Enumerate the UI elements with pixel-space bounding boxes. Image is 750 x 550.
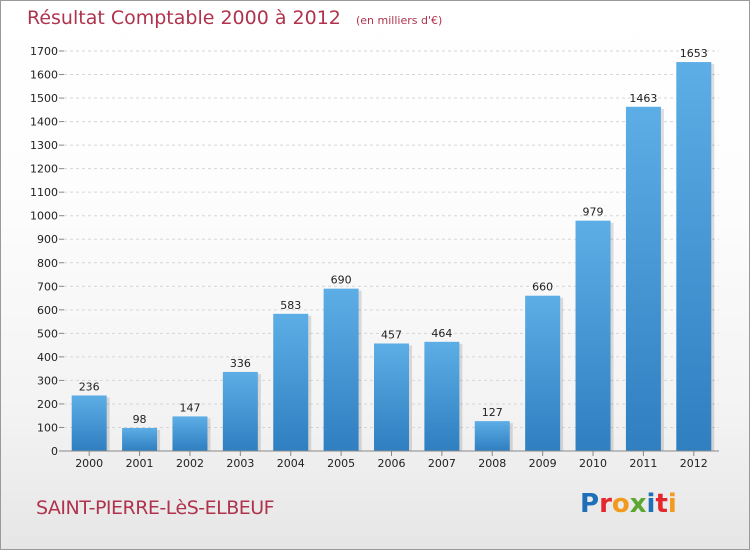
value-label: 236 (79, 380, 100, 393)
x-tick-label: 2004 (277, 457, 305, 470)
bar (625, 106, 661, 451)
bar (172, 416, 208, 451)
x-tick-label: 2007 (428, 457, 456, 470)
x-tick-label: 2002 (176, 457, 204, 470)
y-tick-label: 300 (37, 374, 58, 387)
bar (222, 371, 258, 451)
value-label: 979 (583, 206, 604, 219)
y-tick-label: 100 (37, 421, 58, 434)
logo-letter: t (655, 489, 668, 519)
bar (71, 395, 107, 451)
proxiti-logo[interactable]: Proxiti (580, 489, 677, 519)
bar (474, 421, 510, 451)
y-tick-label: 1100 (30, 186, 58, 199)
logo-letter: i (646, 489, 656, 519)
value-label: 690 (331, 274, 352, 287)
x-tick-label: 2000 (75, 457, 103, 470)
y-tick-label: 1300 (30, 139, 58, 152)
value-labels: 236 98 147 336 583 690 457 464 127 660 979 1463 1653 (79, 47, 708, 426)
x-tick-label: 2003 (226, 457, 254, 470)
x-tick-label: 2006 (378, 457, 406, 470)
y-tick-label: 1400 (30, 116, 58, 129)
y-tick-label: 1700 (30, 45, 58, 58)
x-tick-label: 2005 (327, 457, 355, 470)
bar (323, 288, 359, 451)
x-tick-label: 2012 (680, 457, 708, 470)
x-tick-label: 2011 (629, 457, 657, 470)
value-label: 147 (179, 401, 200, 414)
y-tick-label: 800 (37, 257, 58, 270)
bar (122, 427, 158, 451)
y-tick-label: 1500 (30, 92, 58, 105)
x-tick-label: 2010 (579, 457, 607, 470)
value-label: 127 (482, 406, 503, 419)
bar (424, 341, 460, 451)
grid-lines (64, 50, 719, 428)
bar (676, 62, 712, 451)
bars (71, 62, 715, 451)
value-label: 336 (230, 357, 251, 370)
value-label: 464 (431, 327, 452, 340)
x-tick-label: 2001 (126, 457, 154, 470)
y-tick-label: 1600 (30, 69, 58, 82)
y-tick-label: 700 (37, 280, 58, 293)
bar (575, 220, 611, 451)
logo-letter: x (629, 489, 647, 519)
value-label: 1463 (629, 92, 657, 105)
value-label: 1653 (680, 47, 708, 60)
commune-name: SAINT-PIERRE-LèS-ELBEUF (36, 497, 275, 519)
bar (374, 343, 409, 451)
bar (525, 295, 561, 451)
y-axis-ticks: 0 100 200 300 400 500 600 700 800 900 1000 1100 1200… (30, 45, 64, 458)
title-row: Résultat Comptable 2000 à 2012 (en milli… (27, 7, 442, 29)
y-tick-label: 400 (37, 351, 58, 364)
value-label: 98 (133, 413, 147, 426)
x-tick-label: 2009 (529, 457, 557, 470)
x-tick-label: 2008 (478, 457, 506, 470)
y-tick-label: 500 (37, 327, 58, 340)
y-tick-label: 1000 (30, 210, 58, 223)
y-tick-label: 900 (37, 233, 58, 246)
value-label: 457 (381, 328, 402, 341)
x-axis-ticks: 2000 2001 2002 2003 2004 2005 2006 2007 2008 2009… (75, 451, 708, 470)
logo-letter: r (599, 489, 612, 519)
value-label: 660 (532, 281, 553, 294)
logo-letter: i (667, 489, 677, 519)
chart-title: Résultat Comptable 2000 à 2012 (27, 7, 341, 29)
y-tick-label: 1200 (30, 163, 58, 176)
logo-letter: P (580, 489, 600, 519)
value-label: 583 (280, 299, 301, 312)
y-tick-label: 600 (37, 304, 58, 317)
logo-letter: o (611, 489, 630, 519)
y-tick-label: 200 (37, 398, 58, 411)
chart-subtitle: (en milliers d'€) (355, 14, 443, 27)
bar (273, 313, 309, 451)
y-tick-label: 0 (51, 445, 58, 458)
